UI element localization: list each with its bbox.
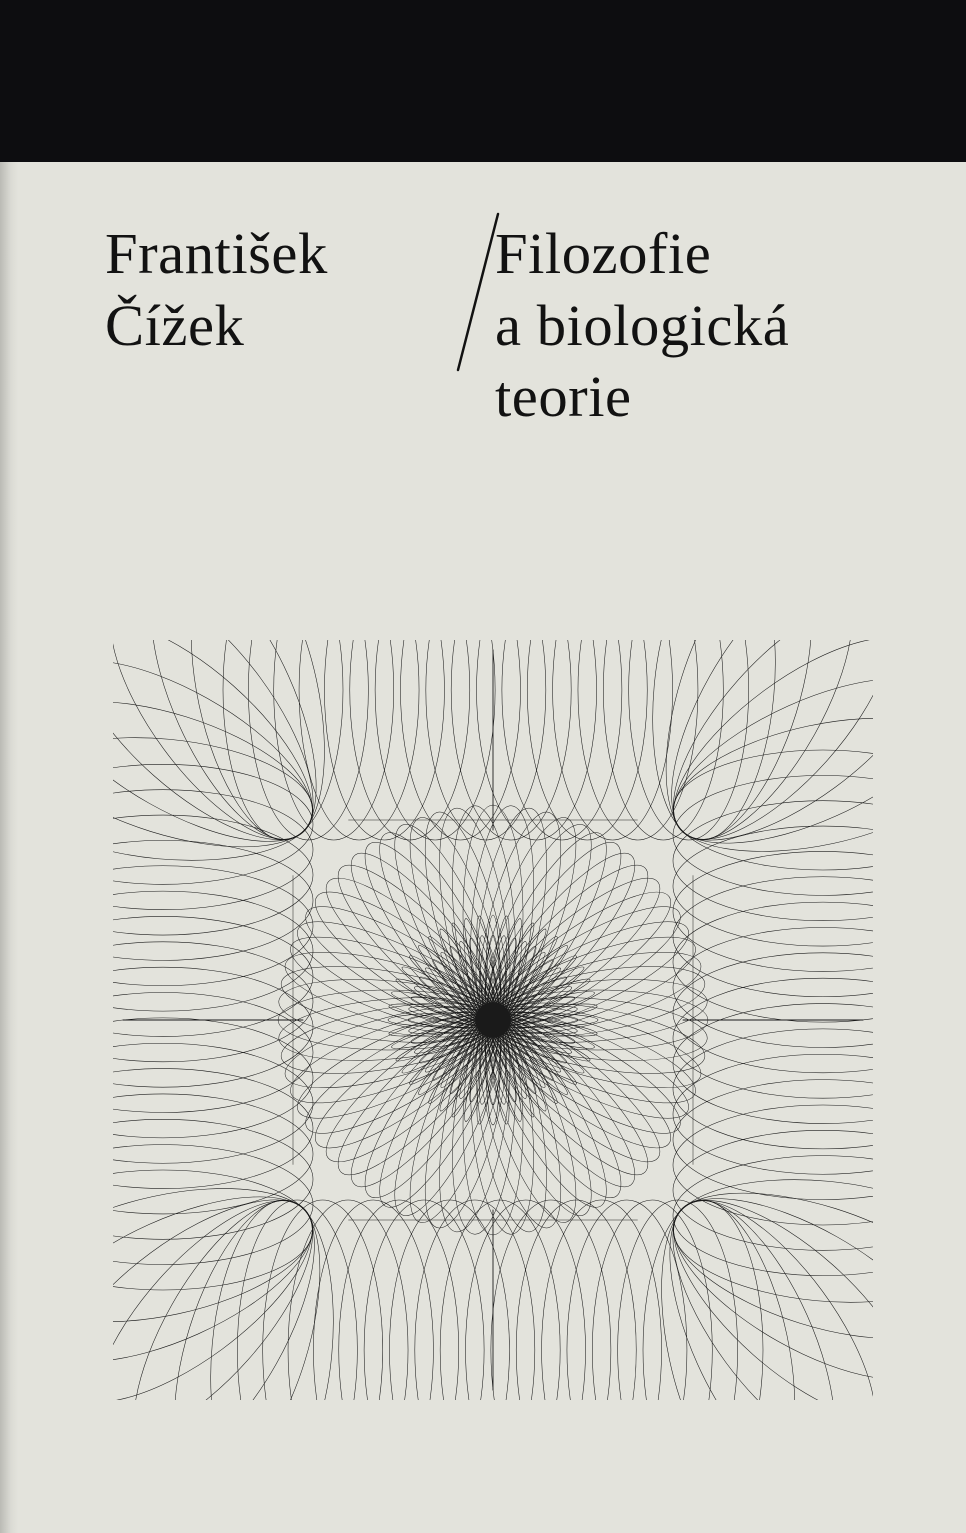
title-line-2: a biologická <box>495 290 915 362</box>
author-line-1: František <box>105 218 415 290</box>
title-line-3: teorie <box>495 361 915 433</box>
cover-illustration <box>113 640 873 1400</box>
book-cover: František Čížek Filozofie a biologická t… <box>0 0 966 1533</box>
spirograph-icon <box>113 640 873 1400</box>
slash-line <box>458 214 498 370</box>
title-line-1: Filozofie <box>495 218 915 290</box>
author-line-2: Čížek <box>105 290 415 362</box>
top-color-band <box>0 0 966 162</box>
author-name: František Čížek <box>105 218 415 361</box>
book-title: Filozofie a biologická teorie <box>495 218 915 433</box>
title-block: František Čížek Filozofie a biologická t… <box>105 218 885 478</box>
